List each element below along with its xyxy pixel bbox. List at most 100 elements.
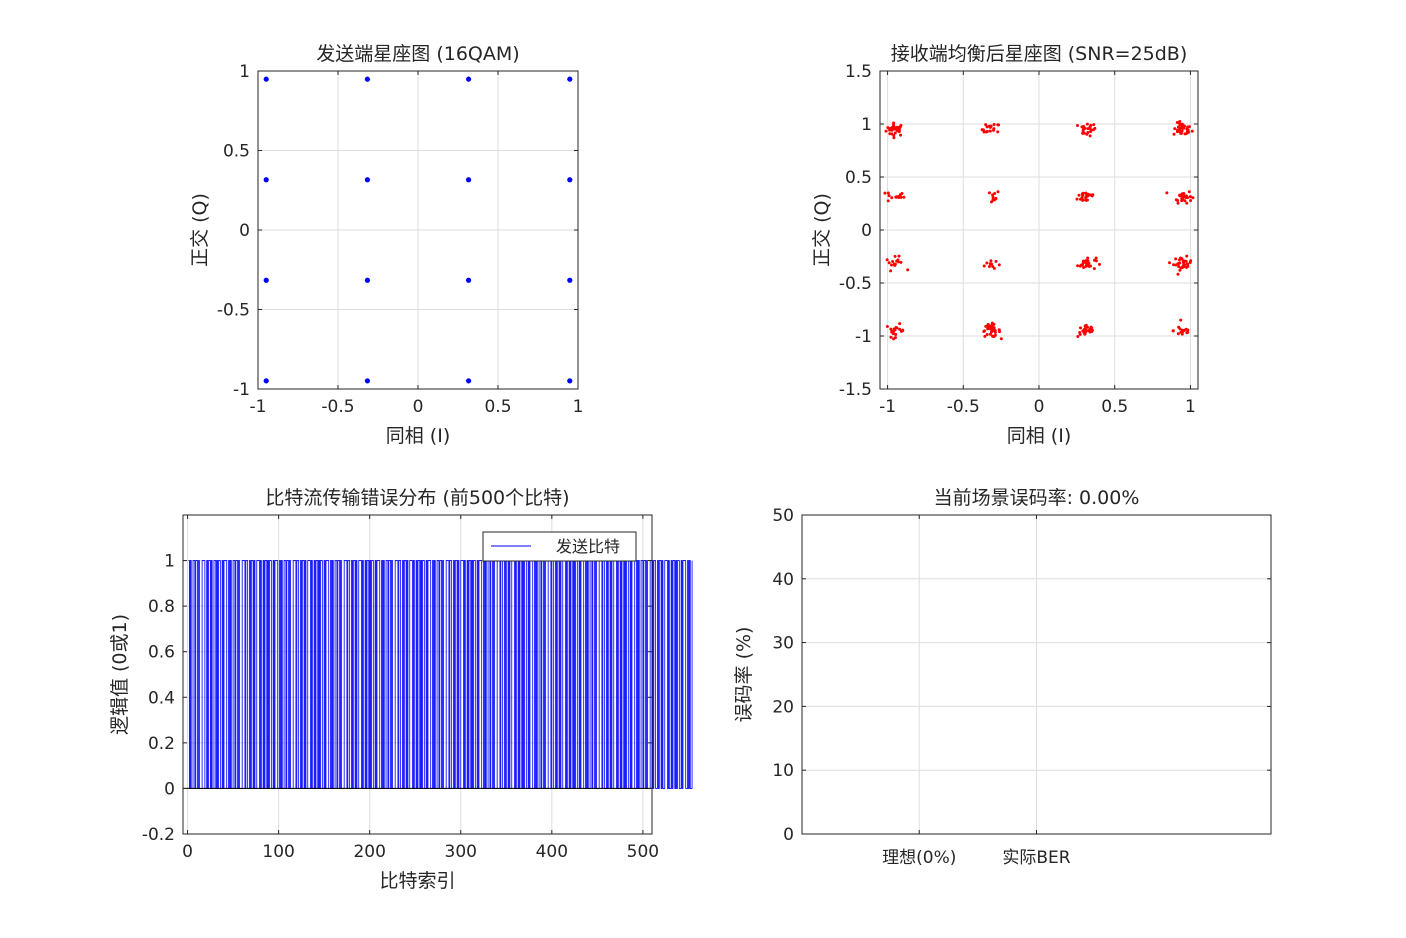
constellation-point [263, 378, 269, 384]
received-point [902, 195, 906, 199]
received-point [992, 266, 996, 270]
received-point [892, 133, 896, 137]
x-tick-label: 0.5 [484, 397, 511, 417]
received-point [1178, 126, 1182, 130]
received-point [1076, 264, 1080, 268]
x-axis-label: 同相 (I) [1007, 425, 1071, 447]
received-point [1090, 328, 1094, 332]
received-point [1184, 194, 1188, 198]
received-point [897, 254, 901, 258]
y-tick-label: 20 [772, 697, 794, 717]
received-point [990, 326, 994, 330]
received-point [884, 129, 888, 133]
y-tick-label: 50 [772, 506, 794, 526]
received-point [894, 325, 898, 329]
received-point [887, 261, 891, 265]
received-point [898, 322, 902, 326]
data-points [263, 76, 573, 384]
x-tick-label: 0.5 [1101, 397, 1128, 417]
received-point [1182, 192, 1186, 196]
y-tick-label: 40 [772, 570, 794, 590]
received-point [1171, 329, 1175, 333]
received-point [894, 333, 898, 337]
received-point [895, 195, 899, 199]
received-point [992, 128, 996, 132]
received-point [1176, 201, 1180, 205]
received-point [1078, 197, 1082, 201]
received-point [1172, 263, 1176, 267]
data-points [883, 119, 1195, 341]
received-point [901, 328, 905, 332]
legend: 发送比特 [482, 531, 637, 562]
received-point [1182, 126, 1186, 130]
x-tick-label: 1 [573, 397, 584, 417]
received-point [1174, 257, 1178, 261]
received-point [892, 136, 896, 140]
received-point [1168, 261, 1172, 265]
x-tick-label: 200 [353, 842, 385, 862]
received-point [1176, 262, 1180, 266]
received-point [991, 264, 995, 268]
received-point [991, 193, 995, 197]
y-tick-label: -0.5 [217, 301, 250, 321]
axes-1: -1 -0.5 0 0.5 1 -1 -0.5 0 0.5 1 发送端星座图 (16QAM) 同相 (… [189, 43, 583, 447]
y-tick-label: -0.2 [142, 825, 175, 845]
y-tick-label: 0.6 [148, 643, 175, 663]
chart-title: 比特流传输错误分布 (前500个比特) [265, 487, 569, 509]
received-point [888, 132, 892, 136]
received-point [1176, 332, 1180, 336]
received-point [1185, 254, 1189, 258]
tick-marks [257, 70, 579, 390]
received-point [990, 200, 994, 204]
received-point [893, 131, 897, 135]
received-point [1185, 330, 1189, 334]
received-point [1176, 272, 1180, 276]
received-point [1175, 130, 1179, 134]
grid-lines [880, 70, 1198, 390]
y-tick-label: 10 [772, 761, 794, 781]
received-point [993, 330, 997, 334]
received-point [1078, 330, 1082, 334]
y-tick-label: 0 [783, 825, 794, 845]
constellation-point [364, 378, 371, 384]
constellation-point [567, 277, 573, 283]
axes-4: 理想(0%) 实际BER 0 10 20 30 40 50 当前场景误码率: 0.00% 误码率 … [733, 487, 1272, 868]
received-point [906, 268, 910, 272]
received-point [1076, 123, 1080, 127]
received-point [1078, 264, 1082, 268]
received-point [1082, 328, 1086, 332]
received-point [987, 191, 991, 195]
received-point [991, 197, 995, 201]
received-point [895, 125, 899, 129]
x-tick-label: -1 [879, 397, 896, 417]
constellation-point [364, 277, 371, 283]
constellation-point [567, 177, 573, 183]
axes-2: -1 -0.5 0 0.5 1 -1.5 -1 -0.5 0 0.5 1 1.5 接收端均衡后星座图 (… [811, 43, 1199, 447]
y-axis-label: 逻辑值 (0或1) [109, 614, 131, 735]
constellation-point [567, 378, 573, 384]
received-point [987, 325, 991, 329]
received-point [984, 324, 988, 328]
received-point [1177, 265, 1181, 269]
received-point [996, 130, 1000, 134]
constellation-point [364, 177, 371, 183]
tick-marks [880, 70, 1198, 390]
chart-title: 发送端星座图 (16QAM) [316, 43, 519, 65]
received-point [1179, 318, 1183, 322]
received-point [987, 265, 991, 269]
received-point [1081, 193, 1085, 197]
received-point [890, 196, 894, 200]
received-point [1088, 134, 1092, 138]
received-point [985, 261, 989, 265]
received-point [1081, 128, 1085, 132]
received-point [985, 332, 989, 336]
y-tick-label: -0.5 [839, 274, 872, 294]
received-point [990, 322, 994, 326]
tick-marks [183, 515, 652, 835]
received-point [885, 325, 889, 329]
y-tick-label: 0.8 [148, 597, 175, 617]
received-point [1178, 193, 1182, 197]
received-point [1179, 330, 1183, 334]
received-point [1180, 257, 1184, 261]
